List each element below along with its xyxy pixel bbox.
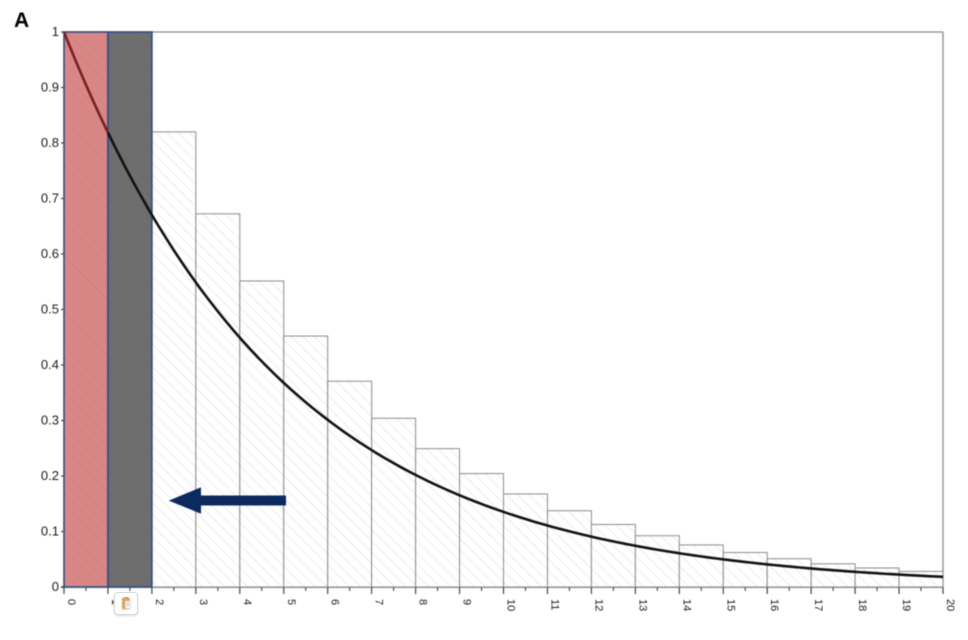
svg-text:A: A: [14, 9, 29, 32]
svg-text:12: 12: [592, 599, 604, 611]
svg-text:0.5: 0.5: [41, 302, 59, 317]
svg-text:0.4: 0.4: [41, 357, 59, 372]
svg-text:1: 1: [52, 24, 59, 39]
svg-text:18: 18: [856, 599, 868, 611]
svg-text:11: 11: [548, 599, 560, 610]
svg-text:14: 14: [680, 599, 692, 611]
svg-text:0: 0: [52, 579, 59, 594]
svg-text:2: 2: [153, 599, 165, 605]
svg-text:4: 4: [241, 599, 253, 605]
svg-text:0.1: 0.1: [41, 524, 59, 539]
svg-text:0.9: 0.9: [41, 80, 59, 95]
svg-text:0.3: 0.3: [41, 413, 59, 428]
svg-text:13: 13: [636, 599, 648, 611]
svg-text:10: 10: [505, 599, 517, 611]
svg-text:17: 17: [812, 599, 824, 611]
svg-text:0.7: 0.7: [41, 191, 59, 206]
svg-text:3: 3: [197, 599, 209, 605]
svg-text:19: 19: [900, 599, 912, 611]
svg-text:6: 6: [329, 599, 341, 605]
svg-text:9: 9: [461, 599, 473, 605]
svg-text:0: 0: [65, 599, 77, 605]
svg-text:7: 7: [373, 599, 385, 605]
svg-text:8: 8: [417, 599, 429, 605]
svg-text:0.2: 0.2: [41, 468, 59, 483]
svg-text:5: 5: [285, 599, 297, 605]
svg-text:16: 16: [768, 599, 780, 611]
svg-text:0.6: 0.6: [41, 246, 59, 261]
svg-text:0.8: 0.8: [41, 135, 59, 150]
svg-text:20: 20: [944, 599, 956, 611]
svg-text:15: 15: [724, 599, 736, 611]
